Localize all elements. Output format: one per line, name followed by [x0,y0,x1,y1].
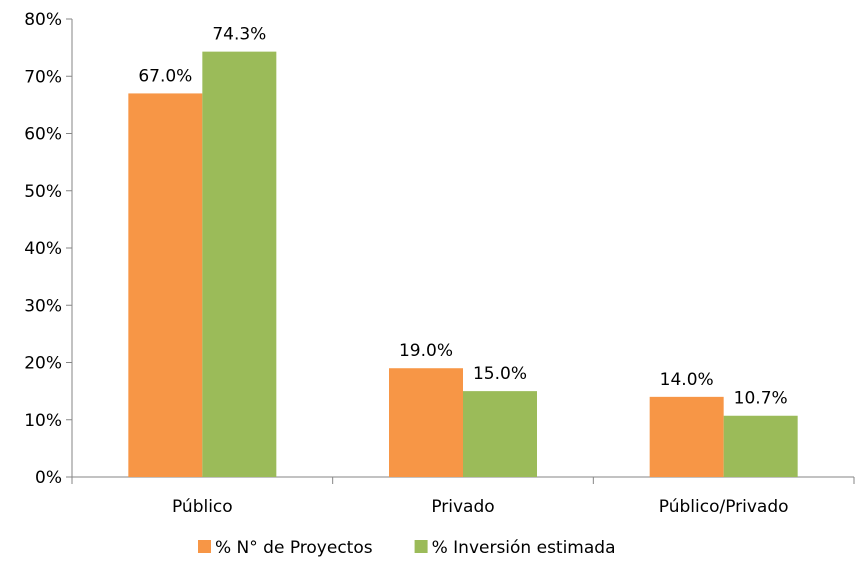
y-tick-label: 0% [35,468,62,488]
x-category-label: Público/Privado [659,497,789,517]
data-label: 74.3% [212,25,266,45]
legend-swatch [198,540,211,553]
y-tick-label: 70% [24,67,62,87]
y-tick-label: 50% [24,182,62,202]
x-category-label: Privado [431,497,494,517]
bar [463,391,537,477]
x-category-label: Público [172,497,233,517]
bar [723,415,798,477]
y-tick-label: 60% [24,125,62,145]
x-axis: Público Privado Público/Privado [71,476,855,517]
legend: % N° de Proyectos % Inversión estimada [198,538,616,558]
y-tick-label: 30% [24,296,62,316]
legend-item: % Inversión estimada [414,538,616,558]
legend-swatch [414,540,428,553]
y-tick-label: 40% [24,239,62,259]
bars [128,51,798,478]
data-label: 67.0% [138,66,192,86]
legend-item: % N° de Proyectos [198,538,373,558]
y-tick-label: 10% [24,411,62,431]
bar [649,396,724,477]
data-label: 14.0% [660,370,714,390]
legend-label: % Inversión estimada [432,538,616,558]
y-axis: 0% 10% 20% 30% 40% 50% 60% 70% 80% [24,10,73,488]
bar [128,93,203,478]
data-label: 19.0% [399,341,453,361]
data-label: 15.0% [473,364,527,384]
data-label: 10.7% [734,389,788,409]
data-labels: 67.0% 74.3% 19.0% 15.0% 14.0% 10.7% [138,25,787,409]
bar [202,51,277,477]
y-tick-label: 20% [24,354,62,374]
y-tick-label: 80% [24,10,62,30]
bar [389,368,463,477]
legend-label: % N° de Proyectos [215,538,373,558]
